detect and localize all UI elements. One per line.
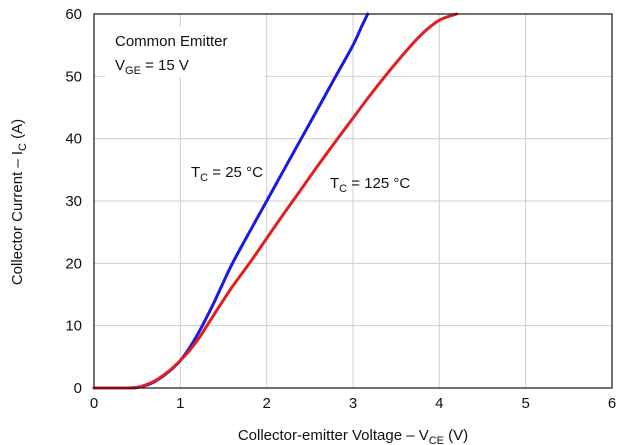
- condition-line-2-main: V: [115, 57, 125, 74]
- y-tick-label: 60: [65, 6, 82, 23]
- series-line-125c: [92, 12, 459, 390]
- series-layer: [92, 12, 459, 390]
- x-axis-title: Collector-emitter Voltage – VCE (V): [238, 427, 468, 445]
- y-tick-label: 40: [65, 131, 82, 148]
- y-axis-title-unit: (A): [9, 119, 26, 143]
- x-tick-label: 2: [262, 395, 270, 412]
- y-tick-label: 30: [65, 193, 82, 210]
- x-tick-label: 3: [349, 395, 357, 412]
- y-tick-label: 50: [65, 68, 82, 85]
- condition-line-2: VGE = 15 V: [115, 57, 189, 77]
- condition-line-2-rest: = 15 V: [141, 57, 189, 74]
- series-label-25c-rest: = 25 °C: [208, 164, 263, 181]
- y-axis-title-main: Collector Current – I: [9, 151, 26, 285]
- y-tick-label: 20: [65, 255, 82, 272]
- x-tick-label: 1: [176, 395, 184, 412]
- x-tick-label: 0: [90, 395, 98, 412]
- series-label-25c-main: T: [191, 164, 200, 181]
- series-label-125c-rest: = 125 °C: [347, 175, 410, 192]
- y-tick-label: 10: [65, 318, 82, 335]
- series-label-25c-sub: C: [200, 172, 208, 184]
- grid: [94, 14, 612, 388]
- y-axis-title: Collector Current – IC (A): [9, 119, 29, 285]
- y-axis-title-sub: C: [17, 143, 29, 151]
- x-tick-label: 5: [521, 395, 529, 412]
- y-tick-label: 0: [74, 380, 82, 397]
- series-label-125c: TC = 125 °C: [330, 175, 410, 195]
- condition-line-2-sub: GE: [125, 65, 141, 77]
- x-tick-label: 4: [435, 395, 443, 412]
- series-label-125c-sub: C: [339, 183, 347, 195]
- condition-line-1: Common Emitter: [115, 33, 228, 50]
- x-axis-title-main: Collector-emitter Voltage – V: [238, 427, 429, 444]
- x-tick-label: 6: [608, 395, 616, 412]
- x-axis-title-unit: (V): [444, 427, 468, 444]
- plot-frame: [93, 13, 613, 389]
- series-label-25c: TC = 25 °C: [191, 164, 263, 184]
- x-axis-title-sub: CE: [429, 435, 444, 445]
- condition-box: [105, 27, 265, 77]
- series-label-125c-main: T: [330, 175, 339, 192]
